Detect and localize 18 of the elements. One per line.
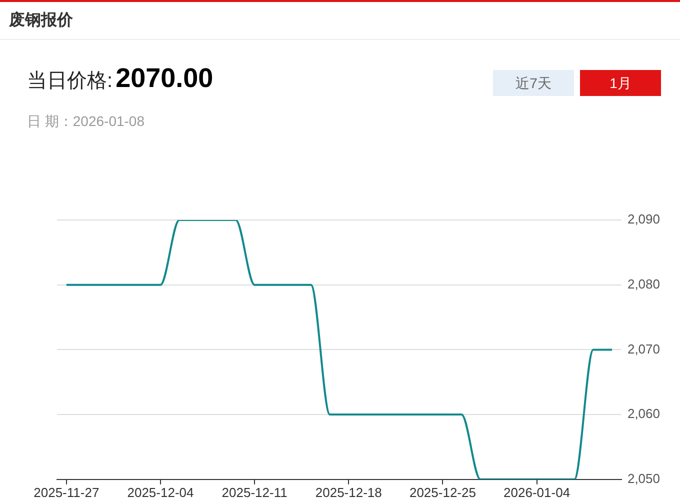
tab-button[interactable]: 近7天: [493, 70, 574, 96]
line-series: [65, 220, 614, 480]
x-tick-label: 2025-12-25: [409, 484, 476, 500]
text: 日 期：2026-01-08: [27, 112, 145, 130]
y-tick-label: 2,060: [627, 406, 660, 422]
x-tick-label: 2025-12-18: [315, 484, 382, 500]
text: 当日价格:: [27, 70, 113, 92]
y-tick-label: 2,080: [627, 276, 660, 292]
x-tick-label: 2025-11-27: [34, 484, 100, 500]
tab-button[interactable]: 1月: [580, 70, 661, 96]
x-tick-label: 2025-12-11: [222, 484, 288, 500]
y-tick-label: 2,090: [627, 212, 660, 227]
text: 2070.00: [116, 63, 214, 93]
chart-title: 废钢报价: [9, 11, 73, 31]
x-tick-label: 2026-01-04: [504, 484, 570, 500]
x-tick-label: 2025-12-04: [127, 484, 194, 500]
y-tick-label: 2,070: [627, 341, 660, 356]
y-tick-label: 2,050: [627, 470, 660, 486]
